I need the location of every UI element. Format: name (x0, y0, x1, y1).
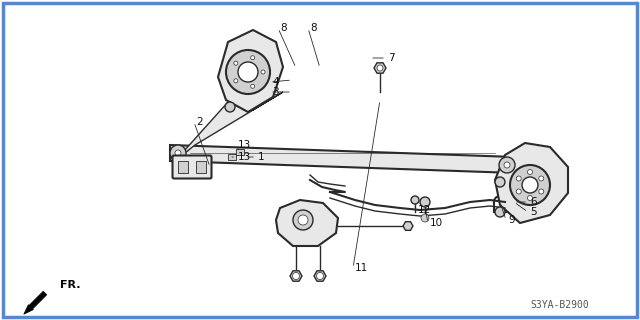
Polygon shape (218, 30, 283, 112)
Circle shape (539, 189, 544, 194)
Circle shape (251, 84, 255, 88)
Circle shape (499, 157, 515, 173)
Bar (196, 161, 206, 173)
Text: 8: 8 (310, 23, 317, 33)
Circle shape (292, 273, 300, 279)
Text: 13: 13 (238, 152, 252, 162)
Circle shape (516, 176, 521, 181)
Circle shape (504, 162, 510, 168)
FancyBboxPatch shape (173, 156, 211, 179)
Text: 12: 12 (418, 205, 431, 215)
Circle shape (226, 50, 270, 94)
Text: FR.: FR. (60, 280, 81, 290)
Circle shape (261, 70, 265, 74)
Polygon shape (24, 291, 47, 314)
Bar (178, 161, 188, 173)
Circle shape (298, 215, 308, 225)
Text: 7: 7 (388, 53, 395, 63)
Text: 1: 1 (258, 152, 264, 162)
Circle shape (522, 177, 538, 193)
Polygon shape (290, 271, 302, 281)
Text: 11: 11 (355, 263, 368, 273)
Polygon shape (314, 271, 326, 281)
Circle shape (510, 165, 550, 205)
Polygon shape (403, 222, 413, 230)
Polygon shape (276, 200, 338, 246)
Circle shape (234, 79, 238, 83)
Circle shape (411, 196, 419, 204)
Polygon shape (170, 145, 515, 173)
Circle shape (317, 273, 323, 279)
Circle shape (377, 65, 383, 71)
Text: 9: 9 (508, 215, 515, 225)
Circle shape (175, 150, 181, 156)
Circle shape (539, 176, 544, 181)
Polygon shape (495, 143, 568, 223)
Bar (228, 154, 236, 160)
Circle shape (170, 145, 186, 161)
Text: 4: 4 (272, 77, 278, 87)
Bar (236, 149, 244, 155)
Text: 6: 6 (530, 197, 536, 207)
Polygon shape (500, 157, 525, 220)
Circle shape (495, 207, 505, 217)
Text: 2: 2 (196, 117, 203, 127)
Circle shape (420, 197, 430, 207)
Circle shape (527, 196, 532, 201)
Text: S3YA-B2900: S3YA-B2900 (531, 300, 589, 310)
Circle shape (234, 61, 238, 65)
Circle shape (293, 210, 313, 230)
Polygon shape (374, 63, 386, 73)
Circle shape (527, 170, 532, 174)
Text: 3: 3 (272, 87, 278, 97)
Polygon shape (175, 92, 283, 161)
Circle shape (421, 214, 429, 222)
Circle shape (516, 189, 521, 194)
Circle shape (495, 177, 505, 187)
Circle shape (251, 56, 255, 60)
Text: 8: 8 (280, 23, 287, 33)
Circle shape (238, 62, 258, 82)
Text: 5: 5 (530, 207, 536, 217)
Text: 10: 10 (430, 218, 443, 228)
Text: 13: 13 (238, 140, 252, 150)
Circle shape (225, 102, 235, 112)
